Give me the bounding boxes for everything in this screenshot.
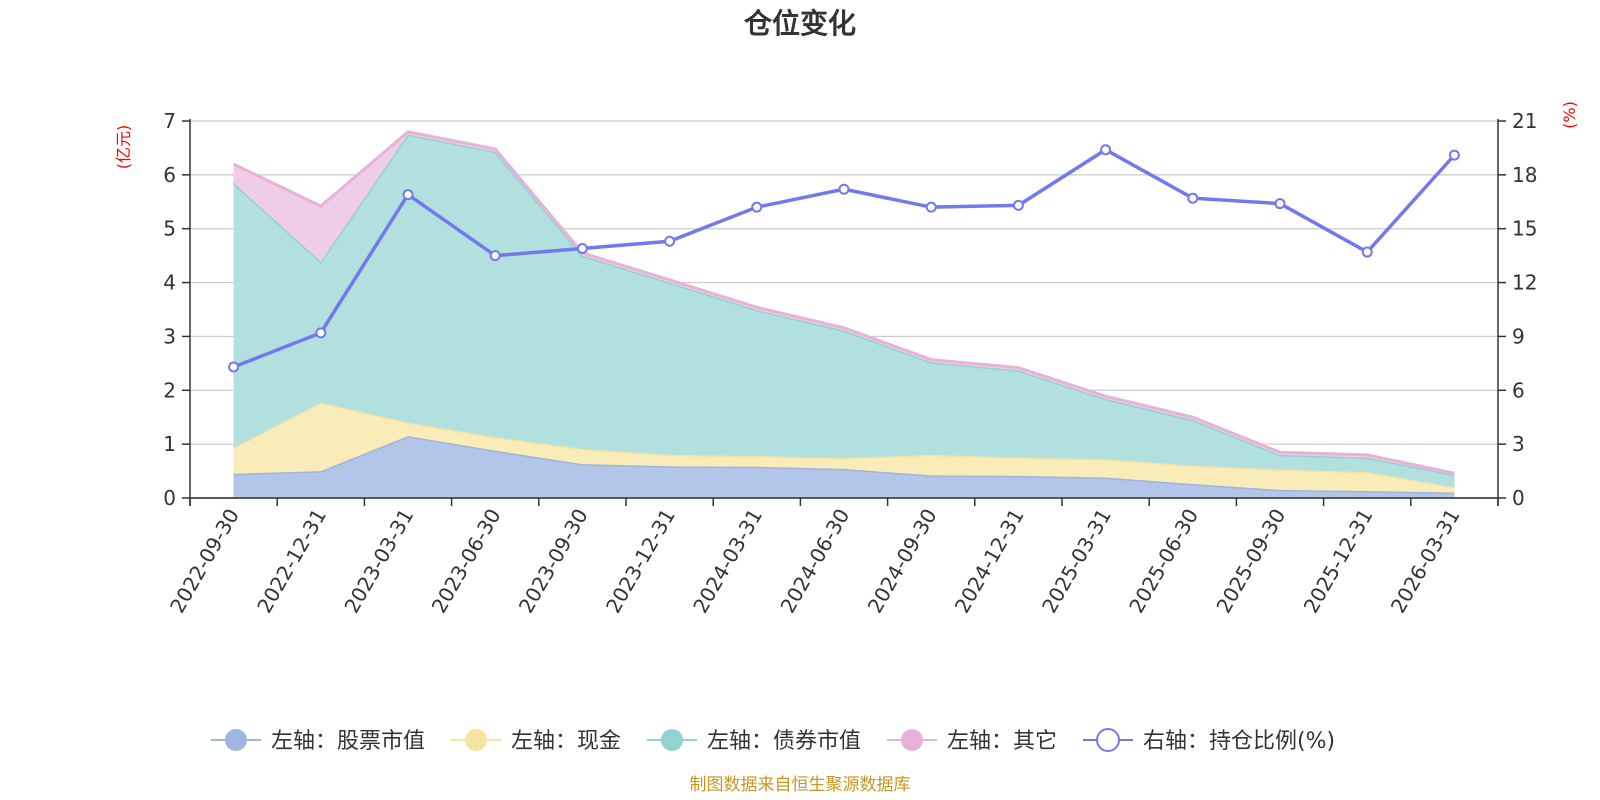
legend-label: 左轴：其它 [947,729,1057,754]
legend-marker [465,729,487,751]
left-tick-label: 3 [163,324,176,348]
legend-label: 右轴：持仓比例(%) [1143,729,1335,754]
x-tick-label: 2024-09-30 [863,504,942,617]
left-tick-label: 0 [163,486,176,510]
right-axis-unit: (%) [1560,101,1579,129]
x-tick-label: 2026-03-31 [1386,505,1465,618]
ratio-point [925,201,937,213]
x-tick-label: 2024-03-31 [688,505,767,618]
right-tick-label: 21 [1512,109,1537,133]
ratio-point [576,242,588,254]
x-tick-label: 2025-12-31 [1299,505,1378,618]
ratio-point [1012,199,1024,211]
area-1 [233,436,1455,498]
ratio-point [402,189,414,201]
right-tick-label: 9 [1512,324,1525,348]
x-tick-label: 2022-09-30 [165,505,244,618]
area-series [232,130,1455,498]
area-4-edge [232,130,1455,475]
legend[interactable]: 左轴：股票市值 左轴：现金 左轴：债券市值 左轴：其它 右轴：持仓比例(%) [211,728,1335,754]
x-tick-label: 2025-03-31 [1037,505,1116,618]
legend-item[interactable]: 右轴：持仓比例(%) [1083,728,1335,754]
chart-title: 仓位变化 [744,7,856,40]
left-tick-label: 4 [163,271,176,295]
ratio-point [838,183,850,195]
right-tick-label: 12 [1512,271,1537,295]
ratio-point [1448,149,1460,161]
x-tick-label: 2025-09-30 [1211,505,1290,618]
left-tick-label: 6 [163,163,176,187]
ratio-point [489,250,501,262]
right-tick-label: 15 [1512,217,1537,241]
right-tick-label: 0 [1512,486,1525,510]
x-tick-label: 2025-06-30 [1124,505,1203,618]
left-axis-unit: (亿元) [114,125,133,170]
ratio-point [1187,192,1199,204]
legend-marker [1096,728,1120,752]
x-tick-label: 2023-03-31 [339,505,418,618]
legend-label: 左轴：债券市值 [707,729,861,754]
ratio-point [315,327,327,339]
legend-item[interactable]: 左轴：其它 [887,729,1057,754]
left-tick-label: 2 [163,378,176,402]
x-tick-label: 2022-12-31 [252,505,331,618]
right-tick-label: 18 [1512,163,1537,187]
x-tick-label: 2023-06-30 [427,505,506,618]
right-tick-label: 6 [1512,378,1525,402]
legend-marker [661,729,683,751]
legend-item[interactable]: 左轴：现金 [451,729,621,754]
ratio-point [751,201,763,213]
line-series [228,144,1460,373]
legend-marker [225,729,247,751]
left-tick-label: 5 [163,217,176,241]
right-tick-label: 3 [1512,432,1525,456]
x-tick-label: 2024-06-30 [775,505,854,618]
ratio-point [1100,144,1112,156]
left-tick-label: 1 [163,432,176,456]
legend-label: 左轴：现金 [511,729,621,754]
area-3 [233,134,1455,488]
area-2 [233,402,1455,493]
x-tick-label: 2023-12-31 [601,505,680,618]
ratio-point [1361,246,1373,258]
left-tick-label: 7 [163,109,176,133]
ratio-point [1274,198,1286,210]
ratio-point [228,361,240,373]
ratio-point [664,235,676,247]
legend-item[interactable]: 左轴：债券市值 [647,729,861,754]
x-tick-label: 2024-12-31 [950,505,1029,618]
legend-label: 左轴：股票市值 [271,729,425,754]
legend-marker [901,729,923,751]
x-tick-label: 2023-09-30 [514,505,593,618]
legend-item[interactable]: 左轴：股票市值 [211,729,425,754]
data-source-note: 制图数据来自恒生聚源数据库 [690,775,911,795]
